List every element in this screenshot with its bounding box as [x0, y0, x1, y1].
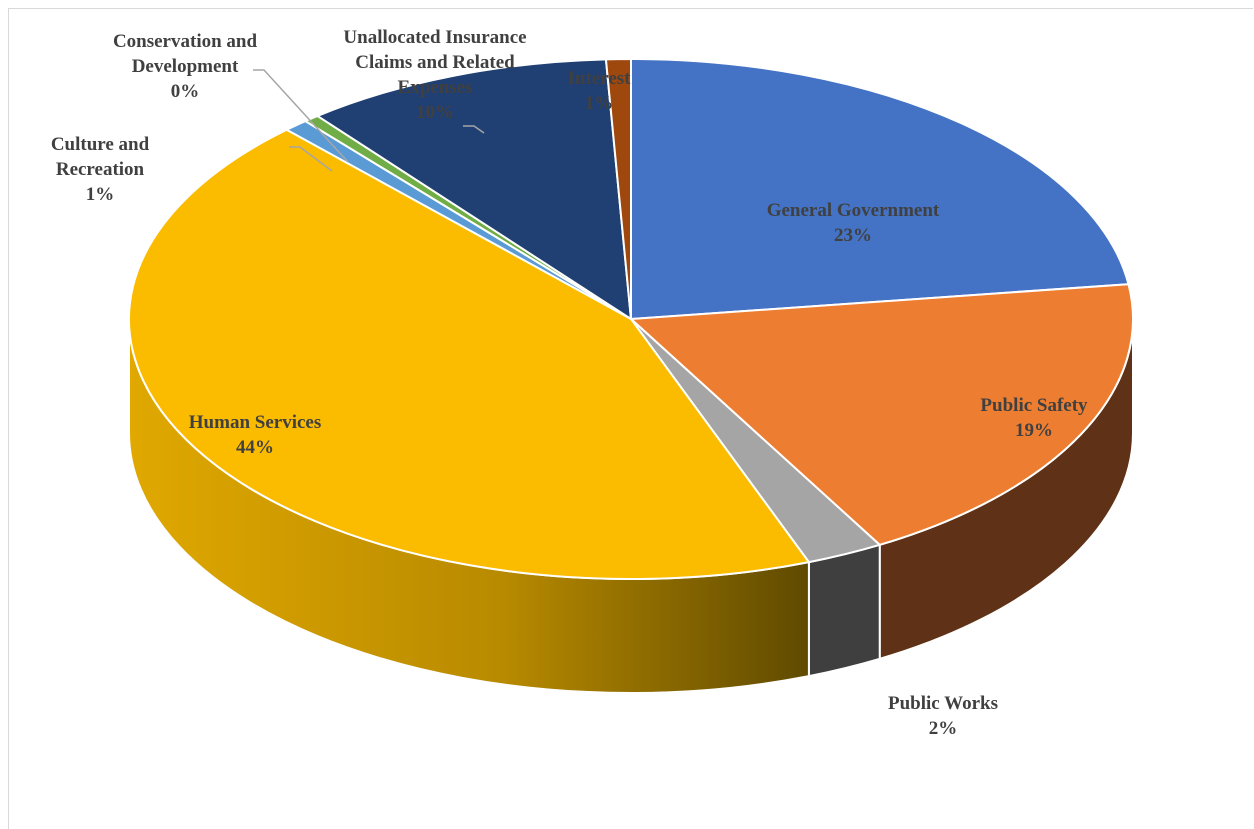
pie-tops	[128, 57, 1134, 580]
label-general-government: General Government 23%	[767, 200, 940, 246]
label-conservation-and-development: Conservation and Development 0%	[113, 31, 258, 102]
leader-line	[253, 69, 349, 163]
label-leader-lines	[253, 69, 485, 172]
slice-top-general-government[interactable]	[630, 57, 1130, 321]
label-text: Public Works	[888, 693, 998, 714]
slice-top-human-services[interactable]	[128, 128, 811, 580]
slice-labels: General Government 23%Public Safety 19%Pub…	[51, 27, 1088, 739]
label-text: Claims and Related	[355, 52, 515, 73]
label-text: Conservation and	[113, 31, 258, 52]
label-interest: Interest 1%	[568, 68, 632, 114]
label-culture-and-recreation: Culture and Recreation 1%	[51, 134, 150, 205]
label-public-safety: Public Safety 19%	[980, 395, 1088, 441]
slice-top-interest[interactable]	[604, 57, 632, 320]
label-unallocated-insurance-claims-and-related-expenses: Unallocated Insurance Claims and Related E…	[343, 27, 526, 123]
leader-line	[463, 125, 485, 134]
label-text: Development	[132, 56, 239, 77]
label-value: 1%	[585, 93, 614, 114]
label-human-services: Human Services 44%	[189, 412, 321, 458]
label-value: 1%	[86, 184, 115, 205]
label-text: Interest	[568, 68, 632, 89]
label-text: Unallocated Insurance	[343, 27, 526, 48]
label-text: Expenses	[398, 77, 473, 98]
label-value: 19%	[1015, 420, 1053, 441]
label-value: 44%	[236, 437, 274, 458]
label-text: Human Services	[189, 412, 321, 433]
label-value: 23%	[834, 225, 872, 246]
label-value: 0%	[171, 81, 200, 102]
label-text: Culture and	[51, 134, 150, 155]
slice-side-2	[807, 543, 881, 678]
label-text: General Government	[767, 200, 940, 221]
label-text: Recreation	[56, 159, 145, 180]
label-text: Public Safety	[980, 395, 1088, 416]
label-value: 2%	[929, 718, 958, 739]
label-public-works: Public Works 2%	[888, 693, 998, 739]
slice-top-public-safety[interactable]	[628, 283, 1134, 546]
slice-top-unallocated-insurance-claims-and-related-expenses[interactable]	[315, 58, 633, 321]
leader-line	[289, 146, 333, 172]
label-value: 10%	[416, 102, 454, 123]
